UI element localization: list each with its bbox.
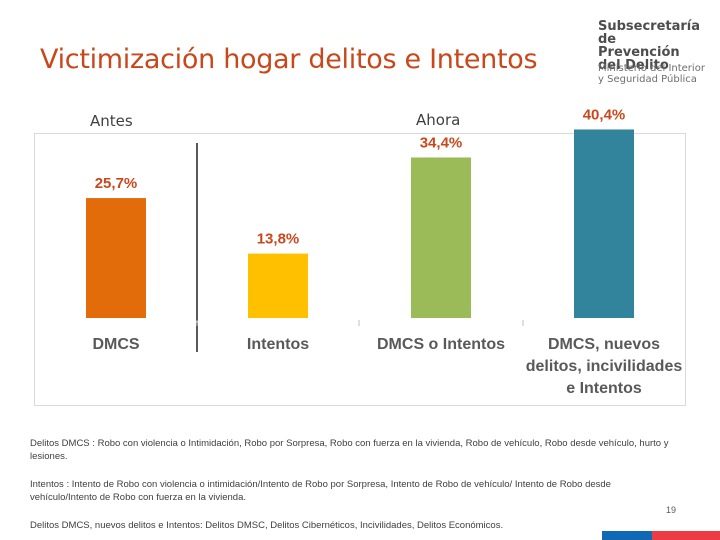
bar-3 xyxy=(411,157,471,318)
note-dmcs: Delitos DMCS : Robo con violencia o Inti… xyxy=(30,437,670,463)
organization-logo-name: Subsecretaría de Prevención del Delito xyxy=(598,20,718,72)
ministry-name: Ministerio del Interior y Seguridad Públ… xyxy=(598,63,718,85)
note-label: Intentos : xyxy=(30,479,70,490)
note-label: Delitos DMCS : xyxy=(30,438,95,449)
chart-frame xyxy=(34,133,686,406)
bar-2 xyxy=(248,253,308,318)
page-number: 19 xyxy=(666,505,677,515)
bar-4 xyxy=(574,129,634,318)
note-label: Delitos DMCS, nuevos delitos e Intentos: xyxy=(30,520,203,531)
note-text: Robo con violencia o Intimidación, Robo … xyxy=(30,438,669,462)
category-label-4: DMCS, nuevos xyxy=(548,336,660,353)
label-ahora: Ahora xyxy=(416,111,461,129)
page-title: Victimización hogar delitos e Intentos xyxy=(40,44,538,75)
logo-line: Subsecretaría de xyxy=(598,19,701,47)
data-label-2: 13,8% xyxy=(257,231,300,248)
category-label-4: delitos, incivilidades xyxy=(526,358,683,375)
data-label-3: 34,4% xyxy=(420,134,463,151)
logo-line: Prevención xyxy=(598,45,680,60)
note-nuevos-delitos: Delitos DMCS, nuevos delitos e Intentos:… xyxy=(30,519,670,532)
category-label-1: DMCS xyxy=(92,336,139,353)
logo-color-bar xyxy=(602,531,720,540)
data-label-1: 25,7% xyxy=(95,175,138,192)
label-antes: Antes xyxy=(90,112,133,130)
logo-bar-blue xyxy=(602,531,652,540)
ministry-line: Ministerio del Interior xyxy=(598,63,705,74)
category-label-4: e Intentos xyxy=(566,380,642,397)
category-label-2: Intentos xyxy=(247,336,309,353)
category-label-3: DMCS o Intentos xyxy=(377,336,505,353)
logo-line: del Delito xyxy=(598,58,669,73)
ministry-line: y Seguridad Pública xyxy=(598,74,697,85)
logo-bar-red xyxy=(652,531,720,540)
note-intentos: Intentos : Intento de Robo con violencia… xyxy=(30,478,670,504)
bar-1 xyxy=(86,198,146,318)
note-text: Delitos DMSC, Delitos Cibernéticos, Inci… xyxy=(202,520,504,531)
note-text: Intento de Robo con violencia o intimida… xyxy=(30,479,611,503)
data-label-4: 40,4% xyxy=(583,106,626,123)
